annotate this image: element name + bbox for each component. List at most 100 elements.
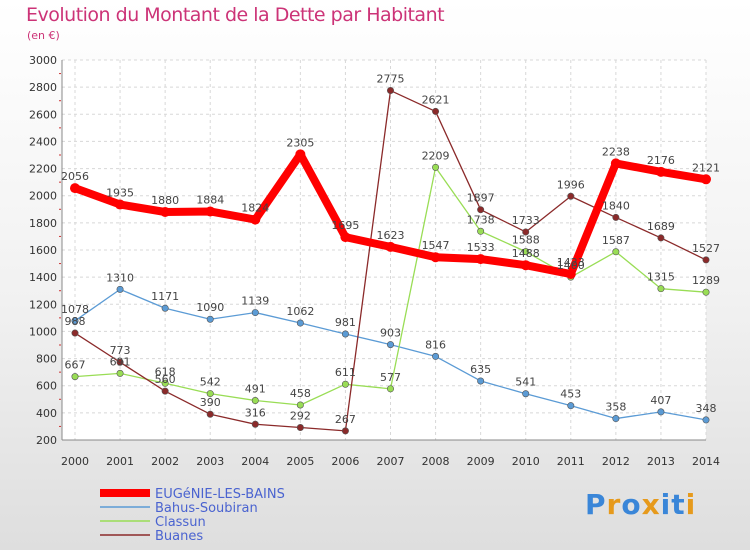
- x-tick-label: 2014: [692, 455, 720, 468]
- logo-letter: i: [685, 488, 697, 521]
- data-label: 1884: [196, 193, 224, 206]
- x-tick-label: 2010: [512, 455, 540, 468]
- data-point: [296, 319, 304, 327]
- y-tick-label: 2400: [29, 135, 57, 148]
- data-point: [250, 214, 261, 225]
- data-label: 1488: [512, 247, 540, 260]
- data-label: 267: [335, 413, 356, 426]
- y-tick-label: 1000: [29, 325, 57, 338]
- data-point: [522, 390, 530, 398]
- data-label: 316: [245, 406, 266, 419]
- y-tick-label: 600: [36, 380, 57, 393]
- y-tick-label: 3000: [29, 54, 57, 67]
- data-label: 1880: [151, 194, 179, 207]
- data-point: [612, 248, 620, 256]
- data-point: [116, 358, 124, 366]
- data-label: 618: [155, 365, 176, 378]
- x-tick-label: 2007: [377, 455, 405, 468]
- proxiti-logo: Proxiti: [585, 488, 696, 521]
- data-label: 2621: [422, 93, 450, 106]
- data-point: [116, 285, 124, 293]
- data-point: [386, 341, 394, 349]
- data-point: [341, 330, 349, 338]
- x-tick-label: 2001: [106, 455, 134, 468]
- data-point: [612, 415, 620, 423]
- data-point: [432, 352, 440, 360]
- data-label: 2176: [647, 154, 675, 167]
- data-point: [386, 87, 394, 95]
- data-label: 1062: [286, 305, 314, 318]
- data-point: [161, 387, 169, 395]
- data-point: [565, 269, 576, 280]
- data-label: 635: [470, 363, 491, 376]
- legend-label-1: Bahus-Soubiran: [155, 501, 258, 516]
- data-point: [251, 309, 259, 317]
- data-label: 1840: [602, 199, 630, 212]
- y-tick-label: 1400: [29, 271, 57, 284]
- data-label: 348: [696, 402, 717, 415]
- data-label: 407: [650, 394, 671, 407]
- data-label: 292: [290, 410, 311, 423]
- y-tick-label: 2000: [29, 190, 57, 203]
- data-label: 1897: [467, 192, 495, 205]
- data-point: [477, 206, 485, 214]
- x-tick-label: 2000: [61, 455, 89, 468]
- data-point: [522, 248, 530, 256]
- data-point: [432, 163, 440, 171]
- data-label: 1423: [557, 256, 585, 269]
- data-label: 773: [110, 344, 131, 357]
- data-label: 611: [335, 366, 356, 379]
- data-point: [702, 288, 710, 296]
- data-label: 691: [110, 355, 131, 368]
- data-point: [567, 192, 575, 200]
- x-tick-label: 2004: [241, 455, 269, 468]
- legend-label-2: Classun: [155, 515, 206, 530]
- y-tick-label: 1800: [29, 217, 57, 230]
- x-tick-label: 2002: [151, 455, 179, 468]
- x-tick-label: 2008: [422, 455, 450, 468]
- data-point: [70, 183, 80, 194]
- data-point: [657, 285, 665, 293]
- data-label: 1996: [557, 178, 585, 191]
- data-label: 390: [200, 396, 221, 409]
- data-point: [385, 241, 396, 252]
- data-point: [295, 149, 306, 160]
- logo-letter: r: [606, 488, 622, 521]
- data-point: [71, 373, 79, 381]
- logo-letter: x: [641, 488, 661, 521]
- data-label: 1289: [692, 274, 720, 287]
- data-point: [701, 174, 711, 185]
- x-tick-label: 2006: [331, 455, 359, 468]
- data-label: 560: [155, 373, 176, 386]
- logo-letter: o: [621, 488, 642, 521]
- y-tick-label: 400: [36, 407, 57, 420]
- data-point: [205, 206, 216, 217]
- data-label: 1733: [512, 214, 540, 227]
- y-tick-label: 2200: [29, 163, 57, 176]
- data-point: [71, 317, 79, 325]
- data-label: 1689: [647, 220, 675, 233]
- data-point: [610, 158, 621, 169]
- data-label: 458: [290, 387, 311, 400]
- data-label: 1824: [241, 202, 269, 215]
- data-label: 1315: [647, 271, 675, 284]
- y-tick-label: 800: [36, 353, 57, 366]
- data-point: [160, 207, 171, 217]
- y-tick-label: 2600: [29, 108, 57, 121]
- data-label: 1090: [196, 301, 224, 314]
- chart-title: Evolution du Montant de la Dette par Hab…: [26, 4, 445, 26]
- data-point: [657, 234, 665, 242]
- legend-label-0: EUGéNIE-LES-BAINS: [155, 487, 285, 502]
- data-point: [657, 408, 665, 416]
- x-tick-label: 2005: [286, 455, 314, 468]
- data-point: [251, 420, 259, 428]
- y-tick-label: 1200: [29, 298, 57, 311]
- data-label: 2775: [377, 73, 405, 86]
- logo-letter: P: [585, 488, 607, 521]
- data-label: 1171: [151, 290, 179, 303]
- data-point: [477, 377, 485, 385]
- data-label: 491: [245, 383, 266, 396]
- data-label: 1527: [692, 242, 720, 255]
